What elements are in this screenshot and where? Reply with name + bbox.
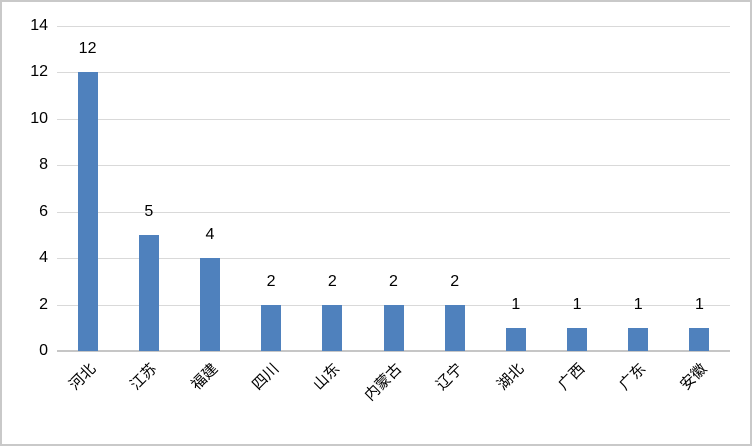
gridline bbox=[57, 165, 730, 167]
y-tick-label: 2 bbox=[39, 295, 48, 313]
gridline bbox=[57, 258, 730, 260]
bar-江苏 bbox=[138, 234, 159, 351]
bar-广东 bbox=[628, 327, 649, 351]
y-tick-label: 0 bbox=[39, 342, 48, 359]
bar-山东 bbox=[322, 304, 343, 351]
gridline bbox=[57, 118, 730, 120]
y-tick-label: 4 bbox=[39, 249, 48, 267]
bar-value-label: 1 bbox=[633, 295, 643, 313]
bar-value-label: 1 bbox=[511, 295, 521, 313]
bar-value-label: 5 bbox=[144, 202, 154, 220]
bar-安徽 bbox=[689, 327, 710, 351]
y-tick-label: 14 bbox=[30, 17, 48, 34]
bar-value-label: 2 bbox=[389, 272, 398, 290]
bar-value-label: 1 bbox=[572, 295, 582, 313]
bar-value-label: 2 bbox=[266, 272, 276, 290]
y-tick-label: 10 bbox=[30, 109, 48, 127]
bar-value-label: 2 bbox=[327, 272, 337, 290]
y-tick-label: 12 bbox=[30, 63, 48, 81]
bar-河北 bbox=[77, 72, 98, 351]
x-axis-baseline bbox=[57, 350, 730, 352]
y-tick-label: 8 bbox=[39, 156, 48, 174]
gridline bbox=[57, 72, 730, 74]
bar-湖北 bbox=[505, 327, 526, 351]
gridline bbox=[57, 211, 730, 213]
bar-四川 bbox=[261, 304, 282, 351]
bar-广西 bbox=[567, 327, 588, 351]
bar-value-label: 1 bbox=[694, 295, 704, 313]
y-tick-label: 6 bbox=[39, 202, 48, 220]
gridline bbox=[57, 26, 730, 27]
bar-value-label: 2 bbox=[450, 272, 460, 290]
bar-value-label: 4 bbox=[205, 226, 215, 244]
bar-福建 bbox=[199, 258, 220, 351]
bar-辽宁 bbox=[444, 304, 465, 351]
bar-value-label: 12 bbox=[78, 40, 97, 58]
bar-内蒙古 bbox=[383, 304, 404, 351]
